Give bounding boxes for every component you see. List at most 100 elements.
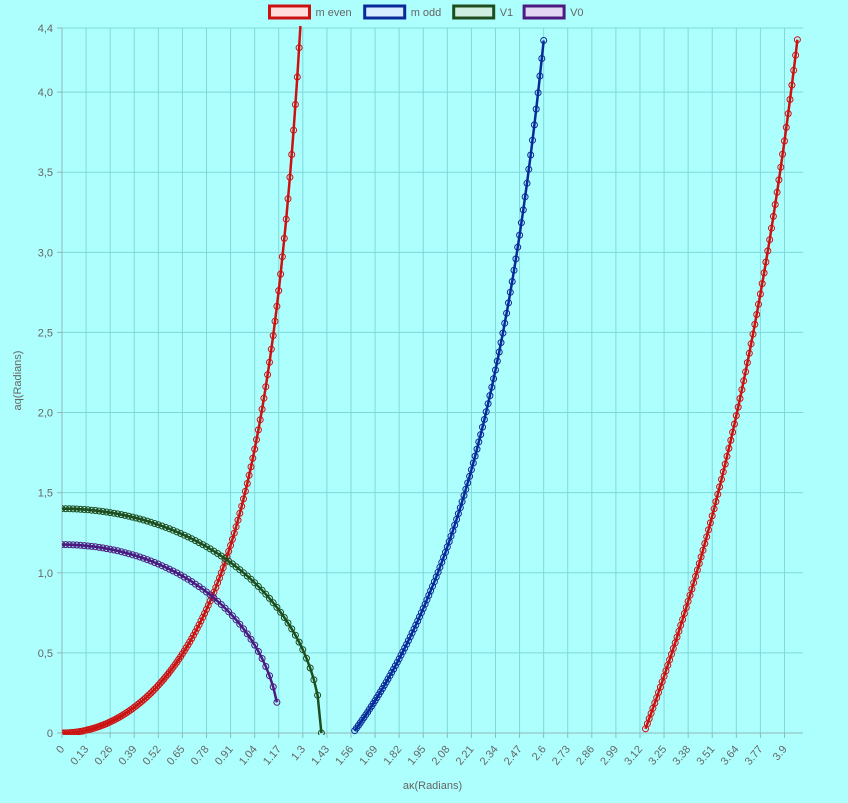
data-point xyxy=(169,567,177,575)
legend-swatch xyxy=(363,4,407,20)
data-point xyxy=(790,66,798,74)
data-point xyxy=(117,712,125,720)
data-point xyxy=(462,485,470,493)
data-point xyxy=(427,587,435,595)
y-tick-label: 4,4 xyxy=(38,23,53,35)
data-point xyxy=(147,557,155,565)
legend-item[interactable]: V1 xyxy=(452,4,513,20)
data-point xyxy=(140,516,147,524)
data-point xyxy=(423,596,431,604)
data-point xyxy=(199,613,207,621)
data-point xyxy=(212,584,220,592)
data-point xyxy=(768,224,775,232)
data-point xyxy=(191,537,199,545)
data-point xyxy=(519,206,527,214)
data-point xyxy=(173,528,181,536)
data-point xyxy=(204,601,212,609)
data-point xyxy=(386,672,394,680)
legend-item[interactable]: V0 xyxy=(522,4,584,20)
data-point xyxy=(247,575,255,583)
data-point xyxy=(114,547,122,555)
data-point xyxy=(165,565,173,573)
x-tick-label: 1.56 xyxy=(333,744,356,768)
data-point xyxy=(490,375,498,383)
x-tick-label: 0.78 xyxy=(189,744,212,768)
data-point xyxy=(73,541,81,549)
legend-item[interactable]: m odd xyxy=(363,4,442,20)
data-point xyxy=(264,371,272,379)
data-point xyxy=(62,541,70,549)
data-point xyxy=(529,136,536,144)
legend-item[interactable]: m even xyxy=(268,4,352,20)
data-point xyxy=(230,529,238,537)
data-point xyxy=(703,533,711,541)
x-tick-label: 2.34 xyxy=(478,744,501,768)
data-point xyxy=(792,51,800,59)
data-point xyxy=(260,394,268,402)
data-point xyxy=(210,547,218,555)
legend[interactable]: m even m odd V1 V0 xyxy=(268,4,584,20)
legend-swatch xyxy=(452,4,496,20)
x-tick-label: 1.17 xyxy=(261,744,284,768)
data-point xyxy=(712,498,720,506)
data-point xyxy=(716,483,724,491)
x-tick-label: 0.39 xyxy=(117,744,140,768)
data-point xyxy=(232,523,240,531)
data-point xyxy=(184,575,192,583)
data-point xyxy=(517,219,525,227)
series-line xyxy=(62,543,279,703)
data-point xyxy=(238,502,246,510)
data-point xyxy=(160,675,168,683)
data-point xyxy=(180,531,188,539)
data-point xyxy=(753,311,761,318)
data-point xyxy=(197,617,205,625)
data-point xyxy=(256,416,264,424)
data-point xyxy=(684,597,692,605)
data-point xyxy=(784,110,792,118)
data-point xyxy=(406,633,414,641)
data-point xyxy=(191,628,199,636)
data-point xyxy=(225,608,233,616)
data-point xyxy=(149,687,157,695)
data-point xyxy=(99,508,107,515)
y-tick-label: 0 xyxy=(47,728,53,740)
data-point xyxy=(232,616,240,624)
data-point xyxy=(482,408,490,416)
data-point xyxy=(136,553,144,561)
x-tick-label: 2.21 xyxy=(454,744,477,768)
data-point xyxy=(775,176,783,184)
data-point xyxy=(125,512,133,520)
data-point xyxy=(262,590,270,598)
data-point xyxy=(217,601,225,608)
y-tick-label: 1,0 xyxy=(38,568,53,580)
legend-swatch xyxy=(522,4,566,20)
data-point xyxy=(91,507,99,514)
data-point xyxy=(69,541,77,549)
data-point xyxy=(690,579,698,587)
data-point xyxy=(69,505,77,513)
data-point xyxy=(397,651,405,659)
series-layer xyxy=(62,26,801,735)
x-tick-label: 0.65 xyxy=(165,744,188,768)
data-point xyxy=(686,591,694,599)
data-point xyxy=(747,340,755,348)
y-tick-label: 4,0 xyxy=(38,87,53,99)
data-point xyxy=(288,625,296,633)
data-point xyxy=(527,151,535,159)
data-point xyxy=(758,280,766,288)
data-point xyxy=(282,215,290,223)
data-point xyxy=(269,683,277,691)
data-point xyxy=(538,55,546,62)
data-point xyxy=(310,676,318,684)
data-point xyxy=(188,635,196,642)
data-point xyxy=(262,383,270,391)
data-point xyxy=(680,610,688,617)
data-point xyxy=(62,541,66,549)
data-point xyxy=(393,658,401,666)
data-point xyxy=(251,579,259,587)
data-point xyxy=(154,521,162,529)
x-tick-label: 3.25 xyxy=(646,744,669,768)
data-point xyxy=(114,510,122,518)
data-point xyxy=(793,36,801,44)
data-point xyxy=(532,105,540,113)
